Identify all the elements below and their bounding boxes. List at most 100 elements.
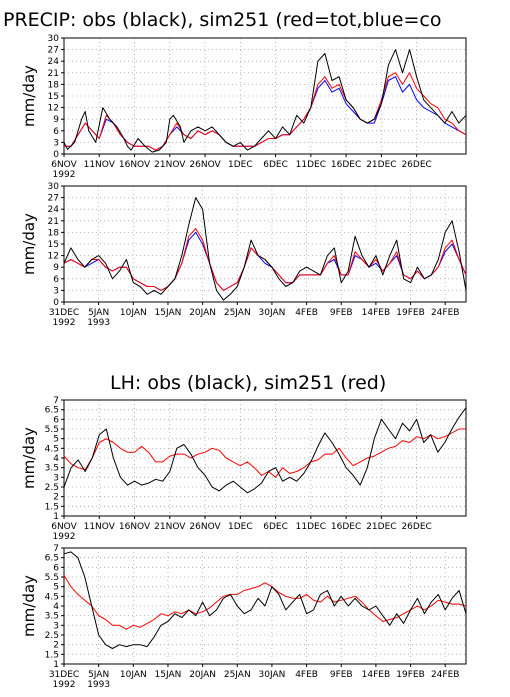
precip-title: PRECIP: obs (black), sim251 (red=tot,blu…: [3, 9, 441, 31]
x-tick-label: 21NOV: [154, 522, 186, 532]
x-tick-label: 21NOV: [154, 160, 186, 170]
y-tick-label: 5: [53, 583, 59, 593]
x-tick-label: 19FEB: [396, 670, 425, 680]
x-tick-label: 16DEC: [331, 160, 361, 170]
y-tick-label: 4: [53, 602, 59, 612]
x-tick-label: 24FEB: [431, 308, 460, 318]
plot-frame: [63, 399, 467, 517]
y-tick-label: 3.5: [45, 464, 59, 474]
y-tick-label: 0: [53, 298, 59, 308]
y-tick-label: 7: [53, 396, 59, 406]
series-line-obs: [63, 551, 467, 649]
x-tick-sublabel: 1992: [53, 532, 76, 542]
plot-frame: [63, 37, 467, 155]
y-tick-label: 21: [48, 217, 59, 227]
x-tick-label: 11NOV: [84, 522, 116, 532]
y-tick-label: 3: [53, 621, 59, 631]
x-tick-label: 26NOV: [189, 522, 221, 532]
x-tick-label: 16DEC: [331, 522, 361, 532]
y-tick-label: 1: [53, 660, 59, 670]
y-tick-label: 12: [48, 104, 59, 114]
x-tick-label: 21DEC: [366, 160, 396, 170]
x-tick-label: 31DEC: [49, 308, 79, 318]
x-tick-label: 6DEC: [263, 522, 288, 532]
x-tick-label: 10JAN: [120, 308, 147, 318]
x-tick-label: 11DEC: [296, 522, 326, 532]
y-axis-label: mm/day: [20, 427, 38, 489]
y-tick-label: 9: [53, 263, 59, 273]
y-tick-label: 30: [48, 182, 60, 192]
x-tick-label: 21DEC: [366, 522, 396, 532]
y-tick-label: 0: [53, 150, 59, 160]
y-tick-label: 2.5: [45, 631, 59, 641]
y-tick-label: 6: [53, 415, 59, 425]
y-tick-label: 12: [48, 252, 59, 262]
x-tick-label: 9FEB: [330, 308, 353, 318]
x-tick-label: 15JAN: [155, 670, 182, 680]
y-tick-label: 2: [53, 641, 59, 651]
y-tick-label: 15: [48, 240, 59, 250]
series-line-obs: [63, 49, 467, 153]
y-tick-label: 6: [53, 127, 59, 137]
y-tick-label: 4.5: [45, 444, 59, 454]
x-tick-label: 25JAN: [224, 308, 251, 318]
y-tick-label: 21: [48, 69, 59, 79]
x-tick-label: 6NOV: [51, 522, 77, 532]
x-tick-label: 20JAN: [189, 308, 216, 318]
y-tick-label: 24: [48, 57, 60, 67]
x-tick-label: 6DEC: [263, 160, 288, 170]
series-line-sim-total: [64, 72, 467, 151]
x-tick-label: 26NOV: [189, 160, 221, 170]
y-tick-label: 5.5: [45, 573, 59, 583]
x-tick-label: 4FEB: [295, 670, 318, 680]
x-tick-label: 5JAN: [88, 308, 109, 318]
y-axis-label: mm/day: [20, 65, 38, 127]
x-tick-label: 11DEC: [296, 160, 326, 170]
x-tick-sublabel: 1992: [53, 170, 76, 180]
plot-frame: [63, 185, 467, 303]
x-tick-label: 5JAN: [88, 670, 109, 680]
y-tick-label: 6.5: [45, 406, 59, 416]
x-tick-sublabel: 1992: [53, 680, 76, 690]
y-tick-label: 27: [48, 46, 59, 56]
x-tick-label: 15JAN: [155, 308, 182, 318]
y-tick-label: 1.5: [45, 502, 59, 512]
series-line-obs: [63, 407, 467, 494]
x-tick-label: 24FEB: [431, 670, 460, 680]
series-line-sim-total: [63, 428, 466, 478]
y-tick-label: 18: [48, 228, 60, 238]
y-tick-label: 7: [53, 544, 59, 554]
y-tick-label: 3.5: [45, 612, 59, 622]
x-tick-label: 31DEC: [49, 670, 79, 680]
y-tick-label: 3: [53, 473, 59, 483]
x-tick-label: 30JAN: [259, 308, 286, 318]
series-line-obs: [63, 197, 467, 301]
chart-panel-4: 11.522.533.544.555.566.5731DEC19925JAN19…: [20, 544, 467, 690]
x-tick-sublabel: 1992: [53, 318, 76, 328]
x-tick-label: 4FEB: [295, 308, 318, 318]
y-tick-label: 5.5: [45, 425, 59, 435]
lh-title: LH: obs (black), sim251 (red): [110, 372, 386, 394]
y-tick-label: 9: [53, 115, 59, 125]
y-tick-label: 15: [48, 92, 59, 102]
x-tick-label: 20JAN: [189, 670, 216, 680]
y-tick-label: 30: [48, 34, 60, 44]
x-tick-label: 16NOV: [119, 160, 151, 170]
y-tick-label: 1: [53, 512, 59, 522]
x-tick-label: 26DEC: [401, 160, 431, 170]
x-tick-label: 14FEB: [362, 670, 391, 680]
y-tick-label: 18: [48, 80, 60, 90]
y-tick-label: 2: [53, 493, 59, 503]
y-tick-label: 2.5: [45, 483, 59, 493]
x-tick-label: 10JAN: [120, 670, 147, 680]
y-tick-label: 3: [53, 286, 59, 296]
x-tick-sublabel: 1993: [87, 318, 110, 328]
y-tick-label: 24: [48, 205, 60, 215]
x-tick-label: 26DEC: [401, 522, 431, 532]
x-tick-label: 6NOV: [51, 160, 77, 170]
